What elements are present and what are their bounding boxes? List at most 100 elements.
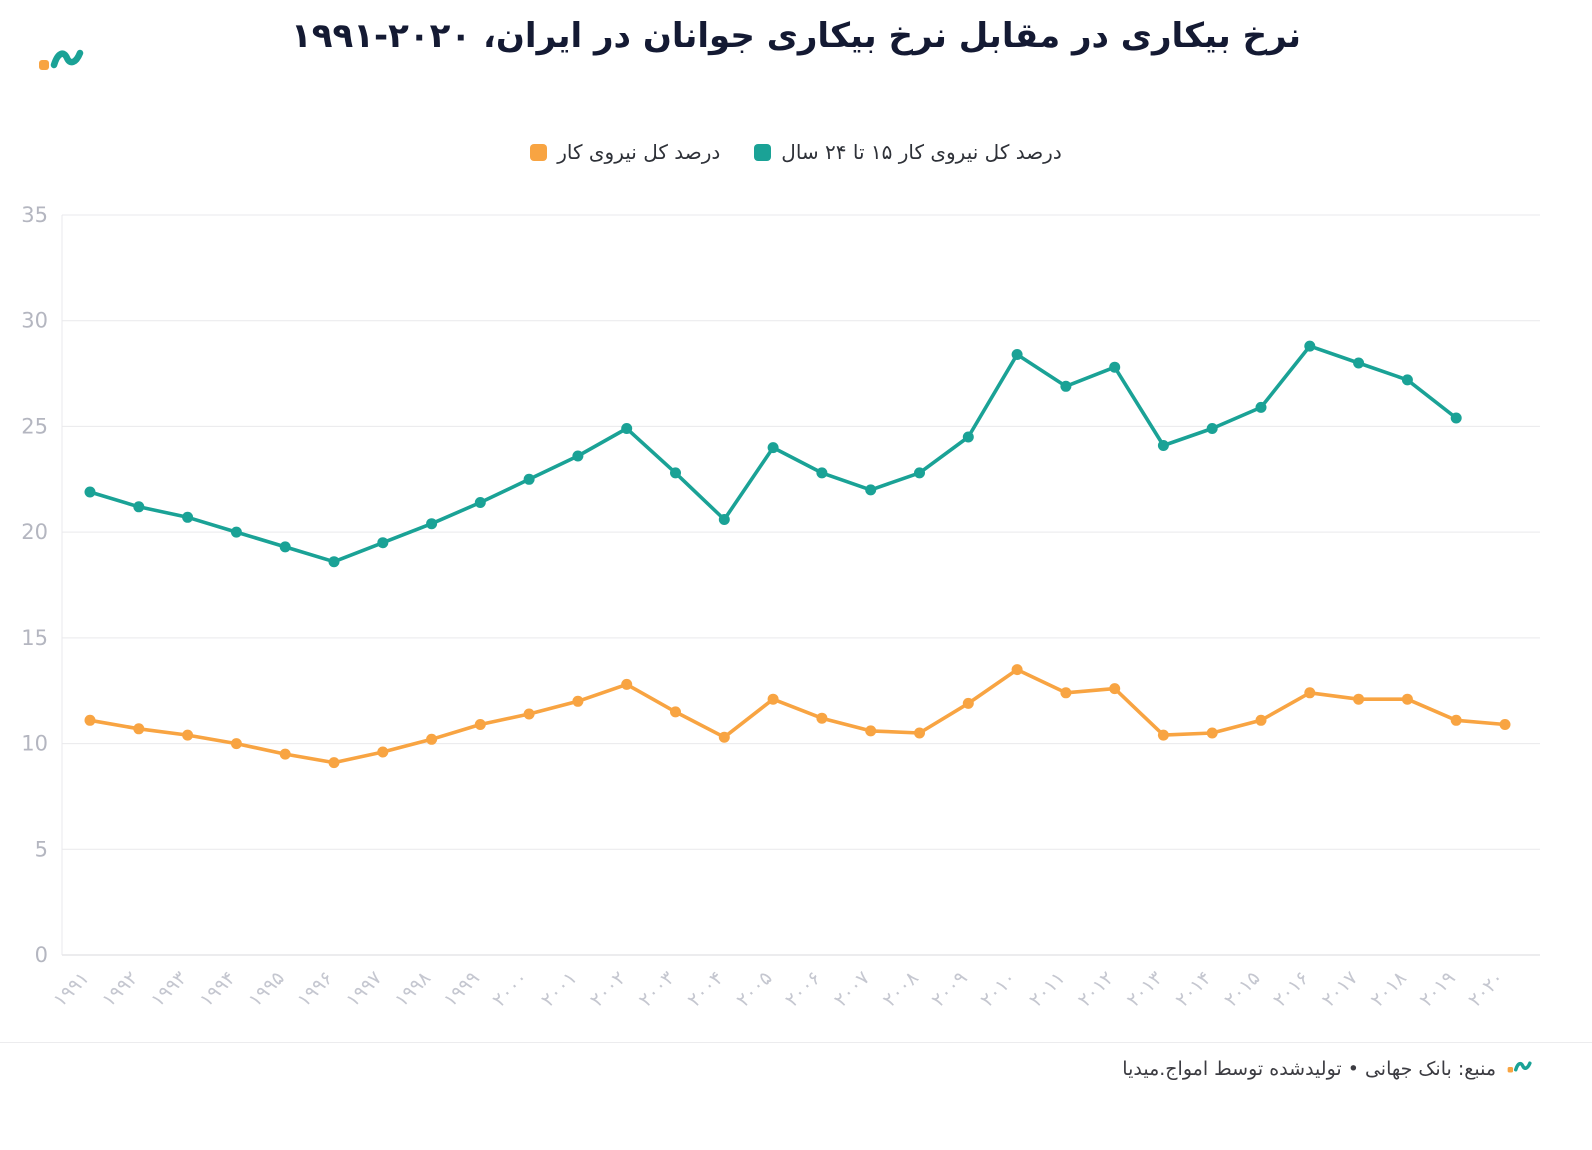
amwaj-media-logo-small-icon [1506,1058,1532,1080]
data-point[interactable] [962,697,974,709]
data-point[interactable] [377,746,389,758]
legend-item-youth-unemployment[interactable]: درصد کل نیروی کار ۱۵ تا ۲۴ سال [754,140,1062,164]
y-tick-label: 15 [21,626,48,650]
data-point[interactable] [718,514,730,525]
y-tick-label: 10 [21,732,48,756]
x-tick-label: ۱۹۹۵ [244,967,288,1011]
chart-title: نرخ بیکاری در مقابل نرخ بیکاری جوانان در… [290,16,1301,56]
x-tick-label: ۱۹۹۲ [98,967,142,1011]
amwaj-media-logo-icon [36,44,84,78]
data-point[interactable] [1157,440,1169,451]
data-point[interactable] [914,727,925,739]
x-tick-label: ۱۹۹۴ [195,967,239,1011]
y-tick-label: 25 [21,414,48,438]
data-point[interactable] [572,450,584,462]
x-tick-label: ۲۰۱۴ [1171,967,1215,1011]
data-point[interactable] [1255,714,1267,726]
x-tick-label: ۲۰۱۰ [976,967,1020,1011]
y-tick-label: 35 [21,203,48,227]
data-point[interactable] [767,693,779,705]
x-tick-label: ۱۹۹۶ [293,967,337,1011]
data-point[interactable] [1206,727,1218,739]
x-tick-label: ۲۰۲۰ [1464,967,1508,1011]
data-point[interactable] [1499,719,1511,730]
data-point[interactable] [914,467,925,479]
x-tick-label: ۲۰۰۶ [781,967,825,1011]
y-tick-label: 20 [21,520,48,544]
data-point[interactable] [279,541,291,553]
data-point[interactable] [1206,423,1218,434]
data-point[interactable] [1401,693,1413,705]
x-tick-label: ۲۰۱۳ [1123,967,1167,1011]
x-tick-label: ۲۰۰۹ [927,967,971,1011]
data-point[interactable] [1157,729,1169,741]
data-point[interactable] [1255,401,1267,413]
data-point[interactable] [1109,683,1121,695]
data-point[interactable] [621,423,633,434]
x-tick-label: ۲۰۱۵ [1220,967,1264,1011]
data-point[interactable] [328,757,340,769]
data-point[interactable] [670,706,681,718]
data-point[interactable] [1109,361,1121,373]
data-point[interactable] [865,725,877,737]
x-tick-label: ۲۰۱۸ [1367,967,1411,1011]
data-point[interactable] [816,467,828,479]
legend: درصد کل نیروی کار ۱۵ تا ۲۴ سال درصد کل ن… [0,140,1592,164]
series-line-0 [88,344,1458,564]
data-point[interactable] [621,678,633,690]
data-point[interactable] [84,714,96,726]
data-point[interactable] [1450,412,1462,424]
data-point[interactable] [474,497,486,508]
data-point[interactable] [133,723,145,735]
data-point[interactable] [1353,357,1365,369]
data-point[interactable] [182,511,194,523]
data-point[interactable] [328,556,340,568]
data-point[interactable] [230,526,242,538]
legend-swatch-orange [530,143,548,161]
data-point[interactable] [1011,349,1023,360]
x-tick-label: ۲۰۱۶ [1269,967,1313,1011]
data-point[interactable] [816,712,828,724]
x-tick-label: ۱۹۹۸ [391,967,435,1011]
x-tick-label: ۲۰۰۲ [586,967,630,1011]
x-tick-label: ۲۰۰۰ [488,967,532,1011]
data-point[interactable] [84,486,96,498]
data-point[interactable] [1304,340,1316,352]
y-tick-label: 0 [35,943,48,967]
x-tick-label: ۲۰۰۵ [732,967,776,1011]
x-tick-label: ۲۰۰۳ [635,967,679,1011]
data-point[interactable] [1304,687,1316,699]
data-point[interactable] [426,733,438,745]
data-point[interactable] [133,501,145,513]
series-line-1 [88,667,1507,765]
data-point[interactable] [572,695,584,707]
data-point[interactable] [1450,714,1462,726]
data-point[interactable] [377,537,389,549]
data-point[interactable] [1060,380,1072,392]
data-point[interactable] [865,484,877,496]
data-point[interactable] [230,738,242,750]
data-point[interactable] [523,473,535,485]
x-tick-label: ۲۰۱۹ [1415,967,1459,1011]
data-point[interactable] [474,719,486,730]
x-tick-label: ۲۰۰۸ [879,967,923,1011]
data-point[interactable] [523,708,535,720]
data-point[interactable] [182,729,194,741]
data-point[interactable] [1011,664,1023,676]
y-tick-label: 30 [21,309,48,333]
data-point[interactable] [718,731,730,743]
x-tick-label: ۲۰۰۴ [683,967,727,1011]
data-point[interactable] [767,442,779,454]
data-point[interactable] [279,748,291,760]
legend-item-total-unemployment[interactable]: درصد کل نیروی کار [530,140,720,164]
data-point[interactable] [962,431,974,443]
data-point[interactable] [1060,687,1072,699]
data-point[interactable] [670,467,681,479]
data-point[interactable] [426,518,438,530]
data-point[interactable] [1401,374,1413,386]
x-tick-label: ۲۰۱۱ [1025,967,1069,1011]
data-point[interactable] [1353,693,1365,705]
source-text: منبع: بانک جهانی • تولیدشده توسط امواج.م… [1122,1058,1496,1080]
